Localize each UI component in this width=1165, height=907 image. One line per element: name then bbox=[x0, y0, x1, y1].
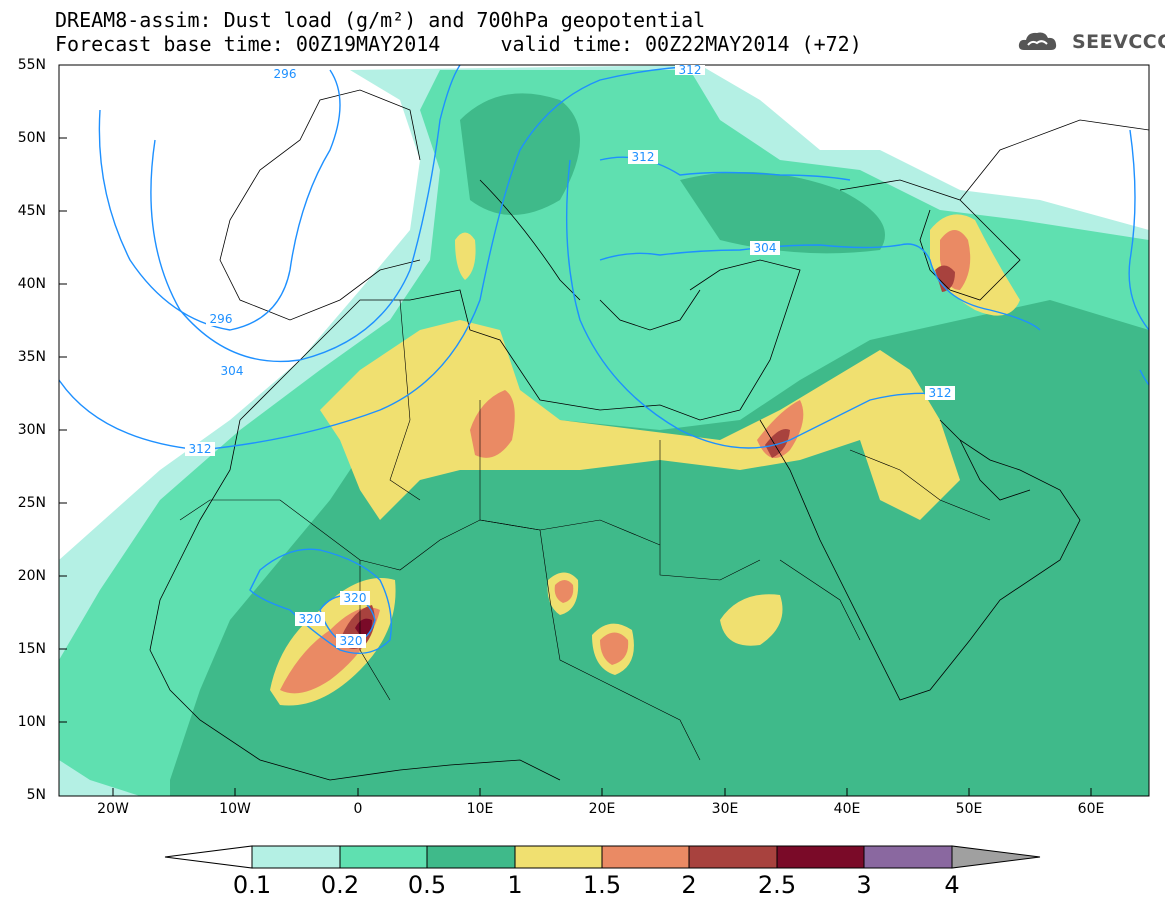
colorbar-label-4: 4 bbox=[944, 871, 960, 899]
lon-label-50e: 50E bbox=[955, 801, 983, 817]
colorbar-bin-7 bbox=[863, 845, 953, 869]
colorbar-label-1-5: 1.5 bbox=[582, 871, 622, 899]
colorbar-label-3: 3 bbox=[856, 871, 872, 899]
lon-label-20w: 20W bbox=[97, 801, 129, 817]
colorbar-bin-2 bbox=[426, 845, 516, 869]
colorbar-label-0-2: 0.2 bbox=[320, 871, 360, 899]
svg-text:312: 312 bbox=[929, 386, 952, 400]
colorbar-label-1: 1 bbox=[507, 871, 523, 899]
contour-label-296-a: 296 bbox=[270, 67, 300, 81]
contour-label-296-b: 296 bbox=[206, 312, 236, 326]
lat-label-10n: 10N bbox=[17, 714, 46, 730]
contour-label-304-b: 304 bbox=[750, 241, 780, 255]
svg-text:304: 304 bbox=[754, 241, 777, 255]
svg-text:304: 304 bbox=[221, 364, 244, 378]
lon-label-20e: 20E bbox=[588, 801, 616, 817]
lon-label-10e: 10E bbox=[466, 801, 494, 817]
contour-label-320-a: 320 bbox=[340, 591, 370, 605]
colorbar-bin-4 bbox=[601, 845, 690, 869]
svg-text:320: 320 bbox=[340, 634, 363, 648]
lon-label-30e: 30E bbox=[711, 801, 739, 817]
svg-text:296: 296 bbox=[274, 67, 297, 81]
lat-label-35n: 35N bbox=[17, 349, 46, 365]
contour-label-312-d: 312 bbox=[675, 63, 705, 77]
lat-label-30n: 30N bbox=[17, 422, 46, 438]
colorbar-label-2-5: 2.5 bbox=[757, 871, 797, 899]
lon-label-10w: 10W bbox=[219, 801, 251, 817]
seevccc-logo-text: SEEVCCC bbox=[1072, 31, 1165, 53]
lat-label-50n: 50N bbox=[17, 130, 46, 146]
contour-label-312-c: 312 bbox=[925, 386, 955, 400]
map-title: DREAM8-assim: Dust load (g/m²) and 700hP… bbox=[55, 8, 706, 32]
colorbar-bin-3 bbox=[514, 845, 603, 869]
lon-label-60e: 60E bbox=[1077, 801, 1105, 817]
colorbar-bin-0 bbox=[251, 845, 341, 869]
lat-label-15n: 15N bbox=[17, 641, 46, 657]
contour-label-304-a: 304 bbox=[217, 364, 247, 378]
contour-label-312-a: 312 bbox=[185, 442, 215, 456]
lat-label-40n: 40N bbox=[17, 276, 46, 292]
forecast-time-subtitle: Forecast base time: 00Z19MAY2014 valid t… bbox=[55, 32, 862, 56]
colorbar-bin-6 bbox=[776, 845, 865, 869]
colorbar-bin-5 bbox=[688, 845, 778, 869]
lon-label-40e: 40E bbox=[833, 801, 861, 817]
svg-text:320: 320 bbox=[344, 591, 367, 605]
dust-band-1-5 bbox=[470, 390, 515, 458]
axis-ticks bbox=[59, 64, 1092, 797]
lat-label-45n: 45N bbox=[17, 203, 46, 219]
colorbar-label-0-1: 0.1 bbox=[232, 871, 272, 899]
lat-label-55n: 55N bbox=[17, 57, 46, 73]
lat-label-5n: 5N bbox=[26, 787, 46, 803]
svg-text:312: 312 bbox=[189, 442, 212, 456]
lon-label-0: 0 bbox=[353, 801, 363, 817]
svg-text:320: 320 bbox=[299, 612, 322, 626]
colorbar-underflow bbox=[164, 845, 253, 869]
dust-band-3 bbox=[355, 618, 372, 638]
colorbar-bin-1 bbox=[339, 845, 428, 869]
cloud-logo-icon bbox=[1018, 32, 1057, 50]
contour-label-320-b: 320 bbox=[295, 612, 325, 626]
lat-label-25n: 25N bbox=[17, 495, 46, 511]
lat-label-20n: 20N bbox=[17, 568, 46, 584]
svg-text:312: 312 bbox=[632, 150, 655, 164]
colorbar-label-0-5: 0.5 bbox=[407, 871, 447, 899]
colorbar bbox=[164, 845, 1041, 869]
svg-text:296: 296 bbox=[210, 312, 233, 326]
coastlines bbox=[149, 89, 1149, 781]
country-borders bbox=[179, 299, 991, 761]
contour-label-320-c: 320 bbox=[336, 634, 366, 648]
svg-text:312: 312 bbox=[679, 63, 702, 77]
colorbar-overflow bbox=[951, 845, 1041, 869]
colorbar-label-2: 2 bbox=[681, 871, 697, 899]
contour-label-312-b: 312 bbox=[628, 150, 658, 164]
